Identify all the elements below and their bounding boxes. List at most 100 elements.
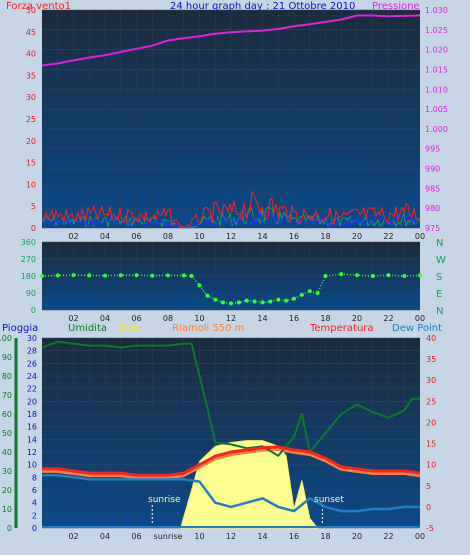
pressure-line	[41, 14, 421, 67]
direction-point	[370, 274, 375, 278]
x-tick-top: 18	[320, 232, 330, 241]
y-tick-pressure: 980	[425, 204, 440, 213]
y-tick-humidity: 40	[2, 448, 12, 457]
direction-point	[299, 292, 304, 297]
x-tick-top: 14	[257, 232, 267, 241]
y-tick-temperature: 20	[426, 418, 436, 427]
direction-point	[268, 299, 273, 304]
y-tick-pressure: 1.000	[425, 125, 448, 134]
x-tick-dir: 14	[257, 314, 267, 323]
y-tick-humidity: 100	[0, 334, 12, 343]
y-tick-rain: 20	[27, 397, 37, 406]
y-tick-rain: 2	[32, 511, 37, 520]
x-tick-bottom: 16	[289, 532, 299, 541]
y-tick-wind: 5	[31, 202, 36, 211]
y-tick-pressure: 1.005	[425, 105, 448, 114]
y-tick-rain: 26	[27, 359, 37, 368]
y-tick-rain: 14	[27, 435, 37, 444]
y-tick-wind: 20	[26, 137, 36, 146]
y-tick-rain: 30	[27, 334, 37, 343]
y-tick-pressure: 985	[425, 184, 440, 193]
y-tick-humidity: 60	[2, 410, 12, 419]
y-tick-direction: 360	[21, 238, 36, 247]
direction-point	[189, 274, 194, 278]
wind-red-line	[41, 190, 421, 229]
dewpoint-line	[42, 473, 420, 513]
y-tick-temperature: 35	[426, 355, 436, 364]
x-tick-top: 08	[163, 232, 173, 241]
dir-label-s: S	[436, 272, 442, 283]
y-tick-wind: 30	[26, 93, 36, 102]
legend-sole: Sole	[118, 323, 139, 334]
x-tick-top: 12	[226, 232, 236, 241]
y-tick-temperature: 10	[426, 461, 436, 470]
x-tick-dir: 22	[383, 314, 393, 323]
x-tick-dir: 12	[226, 314, 236, 323]
y-tick-humidity: 10	[2, 505, 12, 514]
direction-point	[252, 299, 257, 304]
y-tick-wind: 10	[26, 180, 36, 189]
legend-umidita: Umidita	[68, 323, 107, 334]
y-tick-direction: 270	[21, 255, 36, 264]
y-tick-wind: 35	[26, 71, 36, 80]
y-tick-rain: 10	[27, 461, 37, 470]
direction-point	[292, 296, 296, 301]
riamoli-line	[42, 448, 421, 480]
dir-label-n2: N	[436, 306, 443, 317]
dir-label-w: W	[436, 255, 446, 266]
dir-label-n1: N	[436, 238, 443, 249]
x-tick-dir: 06	[131, 314, 141, 323]
x-tick-dir: 18	[320, 314, 330, 323]
y-tick-humidity: 0	[7, 524, 12, 533]
x-tick-top: 02	[68, 232, 78, 241]
y-tick-rain: 24	[27, 372, 37, 381]
x-tick-top: 10	[194, 232, 204, 241]
direction-point	[134, 273, 139, 278]
y-tick-wind: 0	[31, 224, 36, 233]
y-tick-humidity: 30	[2, 467, 12, 476]
y-tick-rain: 16	[27, 423, 37, 432]
y-tick-rain: 22	[27, 385, 37, 394]
direction-point	[229, 301, 233, 306]
y-tick-temperature: 25	[426, 397, 436, 406]
x-tick-dir: 10	[194, 314, 204, 323]
y-tick-direction: 180	[21, 272, 36, 281]
x-tick-bottom: 22	[383, 532, 393, 541]
x-tick-dir: 20	[352, 314, 362, 323]
y-tick-temperature: 40	[426, 334, 436, 343]
legend-dewpoint: Dew Point	[392, 323, 442, 334]
y-tick-temperature: 15	[426, 440, 436, 449]
x-tick-bottom: 12	[226, 532, 236, 541]
y-tick-pressure: 1.030	[425, 6, 448, 15]
legend-pioggia: Pioggia	[2, 323, 38, 334]
y-tick-temperature: -5	[426, 524, 434, 533]
x-tick-top: 00	[415, 232, 425, 241]
direction-point	[197, 283, 202, 288]
label-sunrise: sunrise	[148, 495, 181, 505]
y-tick-humidity: 80	[2, 372, 12, 381]
y-tick-wind: 45	[26, 28, 36, 37]
y-tick-humidity: 90	[2, 353, 12, 362]
header-right: Pressione	[372, 1, 420, 12]
x-tick-top: 16	[289, 232, 299, 241]
direction-point	[150, 273, 155, 278]
legend-riamoli: Riamoli 550 m	[172, 323, 244, 334]
x-tick-dir: 08	[163, 314, 173, 323]
x-tick-dir: 02	[68, 314, 78, 323]
wind-blue-line	[41, 210, 421, 229]
direction-point	[87, 273, 92, 278]
y-tick-pressure: 990	[425, 165, 440, 174]
y-tick-wind: 50	[26, 6, 36, 15]
temperature-line	[42, 445, 421, 477]
x-tick-bottom: sunrise	[154, 532, 183, 541]
x-tick-bottom: 00	[415, 532, 425, 541]
dir-label-e: E	[436, 289, 442, 300]
y-tick-rain: 0	[32, 524, 37, 533]
y-tick-pressure: 1.020	[425, 46, 448, 55]
y-tick-rain: 18	[27, 410, 37, 419]
y-tick-pressure: 995	[425, 145, 440, 154]
x-tick-top: 06	[131, 232, 141, 241]
sun-area	[179, 440, 319, 529]
y-tick-wind: 40	[26, 50, 36, 59]
